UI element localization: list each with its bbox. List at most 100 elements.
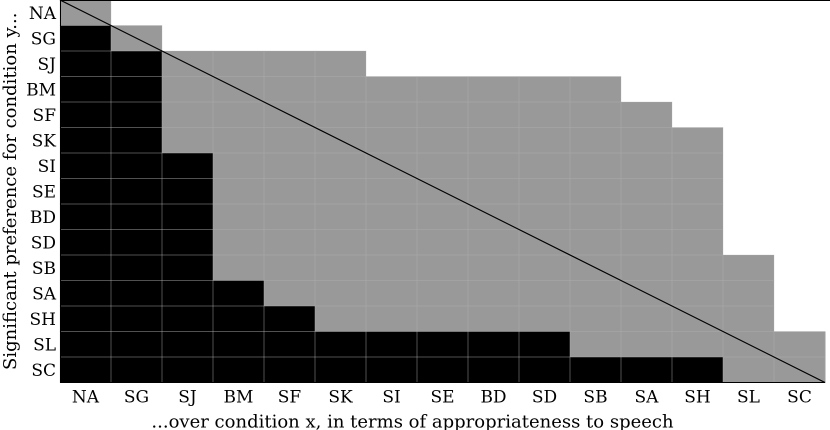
grid-cell-outline <box>161 305 214 332</box>
matrix-cell <box>213 255 265 281</box>
matrix-cell <box>264 204 316 230</box>
matrix-cell <box>621 255 673 281</box>
matrix-cell <box>672 102 724 128</box>
grid-cell-outline <box>416 229 469 256</box>
grid-cell-outline <box>416 152 469 179</box>
grid-cell-outline <box>620 280 673 307</box>
matrix-cells <box>60 0 826 383</box>
matrix-cell <box>672 51 724 77</box>
matrix-cell <box>723 127 775 154</box>
x-tick-labels: NA SG SJ BM SF SK SI SE BD SD SB SA SH SL SC <box>72 388 812 408</box>
matrix-cell <box>723 229 775 256</box>
matrix-cell <box>315 51 367 77</box>
matrix-cell <box>315 357 367 383</box>
y-tick-label: SG <box>31 29 56 49</box>
matrix-cell <box>162 331 214 358</box>
grid-cell-outline <box>314 178 367 205</box>
grid-cell-outline <box>110 178 163 205</box>
grid-cell-outline <box>773 331 826 358</box>
matrix-cell <box>570 178 622 205</box>
matrix-cell <box>417 280 469 307</box>
x-tick-label: SG <box>124 388 149 408</box>
matrix-cell <box>60 229 112 256</box>
matrix-cell <box>417 0 469 26</box>
matrix-cell <box>417 76 469 103</box>
grid-cell-outline <box>416 178 469 205</box>
matrix-cell <box>774 178 826 205</box>
grid-cell-outline <box>620 178 673 205</box>
grid-cell-outline <box>620 305 673 332</box>
grid-cell-outline <box>161 254 214 281</box>
matrix-cell <box>519 25 571 52</box>
matrix-cell <box>621 331 673 358</box>
matrix-cell <box>672 255 724 281</box>
matrix-cell <box>621 229 673 256</box>
matrix-cell <box>417 357 469 383</box>
matrix-cell <box>366 204 418 230</box>
grid-cell-outline <box>416 127 469 154</box>
matrix-cell <box>570 280 622 307</box>
matrix-cell <box>264 178 316 205</box>
matrix-cell <box>366 178 418 205</box>
matrix-cell <box>774 229 826 256</box>
grid-cell-outline <box>671 254 724 281</box>
matrix-cell <box>213 153 265 179</box>
grid-cell-outline <box>671 331 724 358</box>
matrix-cell <box>60 153 112 179</box>
matrix-cell <box>264 331 316 358</box>
matrix-cell <box>315 255 367 281</box>
matrix-cell <box>213 357 265 383</box>
matrix-cell <box>213 0 265 26</box>
matrix-cell <box>366 76 418 103</box>
y-tick-label: SA <box>32 284 57 304</box>
matrix-cell <box>417 204 469 230</box>
matrix-cell <box>162 127 214 154</box>
grid-cell-outline <box>569 203 622 230</box>
grid-cell-outline <box>620 254 673 281</box>
matrix-cell <box>162 280 214 307</box>
matrix-cell <box>111 331 163 358</box>
grid-cell-outline <box>467 229 520 256</box>
matrix-cell <box>417 331 469 358</box>
matrix-cell <box>519 51 571 77</box>
matrix-cell <box>315 25 367 52</box>
matrix-cell <box>111 306 163 332</box>
matrix-cell <box>774 204 826 230</box>
y-tick-label: SL <box>33 335 56 355</box>
grid-cell-outline <box>161 152 214 179</box>
matrix-cell <box>774 306 826 332</box>
matrix-cell <box>264 51 316 77</box>
grid-cell-outline <box>569 178 622 205</box>
matrix-cell <box>213 51 265 77</box>
matrix-cell <box>111 127 163 154</box>
matrix-cell <box>570 357 622 383</box>
matrix-cell <box>519 76 571 103</box>
grid-cell-outline <box>314 101 367 128</box>
matrix-cell <box>213 331 265 358</box>
grid-cell-outline <box>314 305 367 332</box>
matrix-cell <box>417 102 469 128</box>
grid-cell-outline <box>110 280 163 307</box>
matrix-cell <box>264 229 316 256</box>
grid-cell-outline <box>467 101 520 128</box>
matrix-cell <box>723 0 775 26</box>
x-tick-label: SC <box>787 388 812 408</box>
grid-cell-outline <box>110 76 163 103</box>
matrix-cell <box>366 102 418 128</box>
matrix-cell <box>60 25 112 52</box>
matrix-cell <box>723 178 775 205</box>
x-tick-label: BD <box>480 388 506 408</box>
grid-cell-outline <box>416 254 469 281</box>
matrix-cell <box>570 204 622 230</box>
x-tick-label: SF <box>278 388 302 408</box>
matrix-cell <box>723 357 775 383</box>
grid-cell-outline <box>212 178 265 205</box>
grid-cell-outline <box>569 254 622 281</box>
matrix-cell <box>162 357 214 383</box>
matrix-cell <box>264 153 316 179</box>
matrix-cell <box>264 357 316 383</box>
matrix-cell <box>366 0 418 26</box>
matrix-cell <box>60 51 112 77</box>
matrix-cell <box>468 76 520 103</box>
grid-cell-outline <box>467 178 520 205</box>
